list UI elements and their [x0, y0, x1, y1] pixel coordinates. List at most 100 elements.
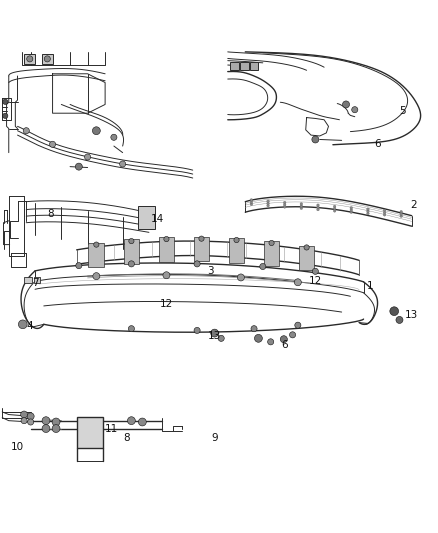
Circle shape [312, 136, 319, 143]
Circle shape [300, 203, 303, 205]
Text: 14: 14 [151, 214, 164, 224]
Circle shape [317, 208, 319, 211]
Circle shape [390, 307, 399, 316]
Circle shape [194, 261, 200, 267]
Circle shape [283, 204, 286, 206]
FancyBboxPatch shape [194, 237, 209, 261]
Circle shape [268, 339, 274, 345]
Circle shape [400, 213, 403, 215]
Circle shape [42, 417, 50, 425]
Circle shape [352, 107, 358, 113]
Circle shape [283, 201, 286, 204]
Text: 4: 4 [26, 321, 33, 330]
Text: 2: 2 [410, 200, 417, 210]
Circle shape [280, 336, 287, 343]
Circle shape [52, 425, 60, 432]
FancyBboxPatch shape [138, 206, 155, 229]
Circle shape [300, 207, 303, 209]
Circle shape [304, 245, 309, 250]
Circle shape [18, 320, 27, 329]
Circle shape [237, 274, 244, 281]
FancyBboxPatch shape [42, 54, 53, 64]
Circle shape [312, 268, 318, 274]
Circle shape [350, 206, 353, 209]
FancyBboxPatch shape [159, 237, 174, 262]
Text: 8: 8 [124, 433, 131, 443]
Circle shape [269, 240, 274, 246]
Circle shape [111, 134, 117, 140]
Circle shape [250, 201, 253, 204]
Circle shape [383, 211, 386, 214]
Circle shape [163, 272, 170, 279]
Circle shape [343, 101, 350, 108]
Circle shape [218, 335, 224, 342]
Circle shape [400, 215, 403, 217]
Circle shape [317, 206, 319, 209]
Circle shape [42, 425, 50, 432]
FancyBboxPatch shape [240, 61, 249, 70]
Circle shape [267, 200, 269, 203]
Circle shape [52, 418, 60, 426]
Circle shape [300, 205, 303, 207]
Text: 11: 11 [105, 424, 118, 433]
Circle shape [28, 419, 34, 425]
Text: 7: 7 [32, 278, 39, 288]
FancyBboxPatch shape [229, 238, 244, 263]
FancyBboxPatch shape [230, 61, 239, 70]
Circle shape [3, 99, 8, 104]
Text: 5: 5 [399, 106, 406, 116]
Text: 10: 10 [11, 442, 24, 452]
Circle shape [396, 317, 403, 324]
Circle shape [254, 334, 262, 342]
Circle shape [76, 263, 82, 269]
Circle shape [333, 207, 336, 210]
Circle shape [21, 418, 27, 424]
Circle shape [283, 206, 286, 208]
Circle shape [260, 263, 266, 270]
Circle shape [294, 279, 301, 286]
Circle shape [127, 417, 135, 425]
Circle shape [27, 413, 34, 420]
Text: 3: 3 [207, 266, 214, 276]
Circle shape [27, 56, 33, 62]
Circle shape [129, 238, 134, 244]
FancyBboxPatch shape [264, 241, 279, 266]
Circle shape [211, 329, 219, 337]
Circle shape [21, 411, 28, 418]
Circle shape [295, 322, 301, 328]
FancyBboxPatch shape [124, 239, 139, 264]
Circle shape [251, 326, 257, 332]
Circle shape [44, 56, 50, 62]
Circle shape [367, 210, 369, 213]
FancyBboxPatch shape [77, 417, 103, 448]
Circle shape [367, 208, 369, 211]
FancyBboxPatch shape [88, 243, 104, 267]
FancyBboxPatch shape [250, 61, 258, 70]
Circle shape [75, 163, 82, 170]
Text: 6: 6 [281, 341, 288, 350]
Circle shape [199, 236, 204, 241]
FancyBboxPatch shape [34, 277, 40, 283]
Circle shape [333, 209, 336, 212]
Text: 13: 13 [208, 330, 221, 341]
Circle shape [383, 209, 386, 212]
Circle shape [250, 199, 253, 201]
Circle shape [267, 204, 269, 207]
Circle shape [128, 326, 134, 332]
Circle shape [290, 332, 296, 338]
Circle shape [383, 214, 386, 216]
Circle shape [317, 204, 319, 206]
Circle shape [194, 327, 200, 334]
Circle shape [333, 205, 336, 208]
Circle shape [234, 237, 239, 243]
FancyBboxPatch shape [299, 246, 314, 270]
Circle shape [128, 261, 134, 267]
Circle shape [93, 273, 100, 280]
Circle shape [23, 128, 29, 134]
Circle shape [164, 237, 169, 241]
Text: 6: 6 [374, 139, 381, 149]
Circle shape [49, 141, 56, 147]
Text: 13: 13 [405, 310, 418, 320]
Circle shape [94, 242, 99, 247]
FancyBboxPatch shape [24, 54, 35, 64]
